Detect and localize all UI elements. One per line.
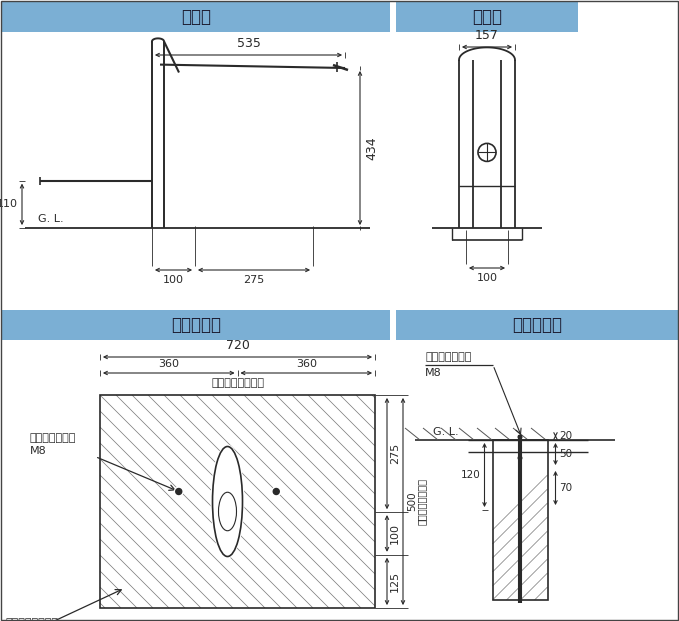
- Text: 434: 434: [365, 136, 378, 160]
- Text: 20: 20: [559, 431, 572, 441]
- Ellipse shape: [210, 445, 244, 558]
- Text: 110: 110: [0, 199, 18, 209]
- Text: 100: 100: [163, 275, 184, 285]
- Text: 500: 500: [407, 492, 417, 511]
- Text: 125: 125: [390, 571, 400, 592]
- Bar: [396, 2, 578, 32]
- Text: 535: 535: [236, 37, 261, 50]
- Circle shape: [271, 486, 281, 497]
- Text: 100: 100: [390, 523, 400, 544]
- Text: 基礎平面図: 基礎平面図: [171, 316, 221, 334]
- Circle shape: [517, 455, 523, 461]
- Text: M8: M8: [30, 446, 47, 456]
- Text: M8: M8: [425, 368, 442, 378]
- Text: 157: 157: [475, 29, 499, 42]
- Circle shape: [273, 489, 279, 494]
- Text: アンカーボルト: アンカーボルト: [30, 433, 76, 443]
- Text: 275: 275: [390, 443, 400, 465]
- Bar: [2, 2, 390, 32]
- Bar: [2, 310, 390, 340]
- Text: 360: 360: [296, 359, 316, 369]
- Text: アンカーボルト: アンカーボルト: [425, 352, 471, 362]
- Text: 275: 275: [243, 275, 265, 285]
- Text: 120: 120: [461, 470, 481, 480]
- Text: 基礎断面図: 基礎断面図: [512, 316, 562, 334]
- Text: G. L.: G. L.: [433, 427, 458, 437]
- Text: 720: 720: [225, 339, 249, 352]
- Text: （アンカー芯々）: （アンカー芯々）: [417, 478, 427, 525]
- Text: 立面図: 立面図: [472, 8, 502, 26]
- Text: G. L.: G. L.: [38, 214, 64, 224]
- Circle shape: [176, 489, 182, 494]
- Circle shape: [517, 435, 523, 440]
- Text: 50: 50: [559, 449, 572, 459]
- Text: 土間コンクリート: 土間コンクリート: [5, 618, 58, 621]
- Text: 360: 360: [158, 359, 179, 369]
- Text: （アンカー芯々）: （アンカー芯々）: [211, 378, 264, 388]
- Bar: [100, 395, 375, 608]
- Bar: [396, 310, 678, 340]
- Text: 側面図: 側面図: [181, 8, 211, 26]
- Circle shape: [174, 486, 184, 497]
- Text: 70: 70: [559, 483, 572, 493]
- Bar: [492, 440, 547, 600]
- Text: 100: 100: [477, 273, 498, 283]
